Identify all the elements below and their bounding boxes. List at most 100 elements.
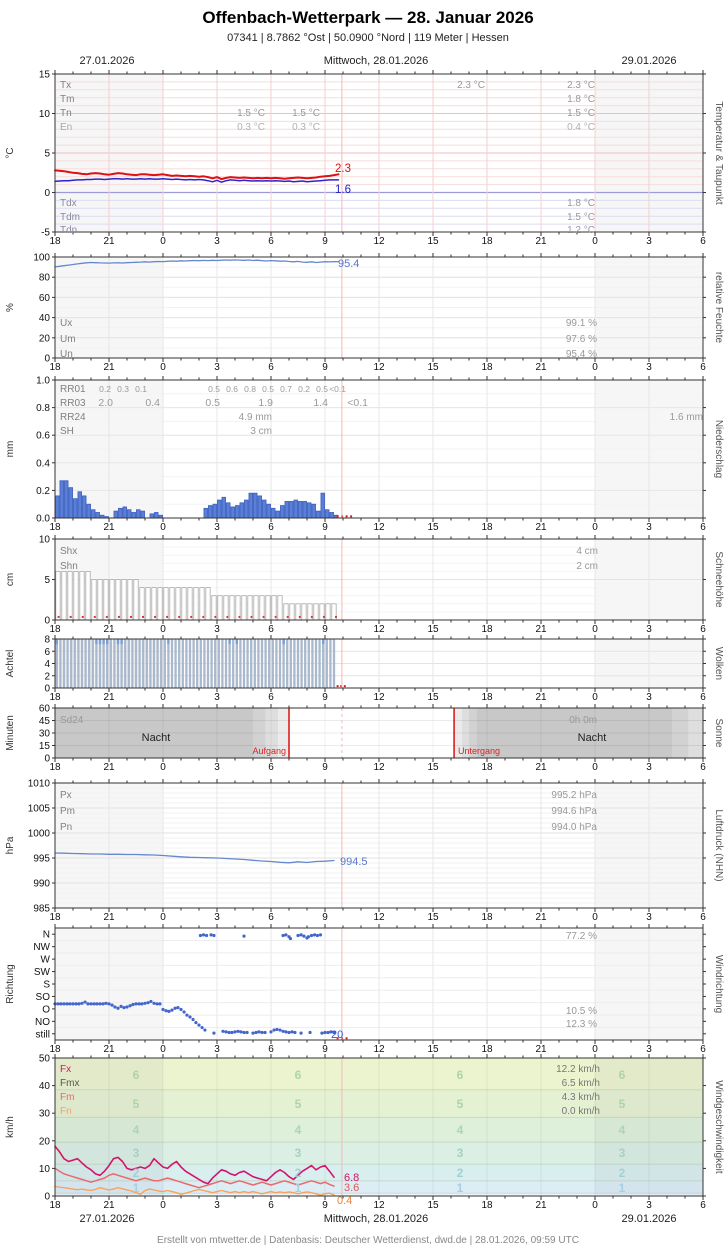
data-dot [201,933,206,937]
flag-dot [214,615,217,618]
panel-annotation: SH [60,426,74,437]
flag-dot [93,615,96,618]
y-tick-label: 60 [39,704,51,715]
bar [229,595,235,621]
series-Luftdruck [54,852,335,864]
panel-annotation: 10.5 % [566,1006,597,1017]
flag-dot [298,615,301,618]
data-dot [92,1002,96,1006]
x-tick-label: 0 [592,236,598,247]
panel-right-label: Luftdruck (NHN) [713,809,724,881]
panel-annotation: 0.4 [337,1195,352,1207]
x-tick-label: 3 [214,624,220,635]
data-dot [332,1030,336,1035]
flag-dot [202,615,205,618]
band [55,1089,703,1118]
bar [311,503,316,519]
panel-annotation: 3 [133,1146,140,1160]
panel-annotation: 0h 0m [569,715,597,726]
y-tick-label: still [36,1029,50,1040]
x-tick-label: 0 [160,1200,166,1211]
axis-unit-label: Minuten [5,715,16,751]
data-dot [110,1003,114,1007]
bar [91,509,96,519]
data-dot [164,1009,168,1013]
y-tick-label: 1.0 [36,376,50,387]
panel-snow: 18 21 0 3 6 9 12 15 18 21 0 3 6 10 5 0 cm Schneehöhe Shx Sh… [5,535,724,636]
x-tick-label: 0 [160,1044,166,1055]
bar [95,639,98,688]
panel-annotation: Tm [60,94,74,105]
panel-annotation: 6 [619,1068,626,1082]
bar [64,480,69,519]
x-tick-label: 18 [481,362,493,373]
data-dot [152,1001,156,1005]
data-dot [161,1007,165,1012]
bar [149,639,152,688]
y-tick-label: 80 [39,273,51,284]
bar [239,639,242,688]
data-dot [242,1030,246,1035]
bar [131,639,134,688]
data-dot [173,1006,177,1010]
zone [469,708,477,758]
x-tick-label: 12 [373,762,385,773]
series-relative Feuchte [54,259,340,268]
bar [67,571,73,621]
bar [174,639,177,688]
x-tick-label: 0 [592,522,598,533]
bar-cap [235,639,238,645]
bar [284,501,289,519]
panel-annotation: 994.5 [340,856,368,868]
x-tick-label: 3 [646,762,652,773]
y-tick-label: 2 [44,671,50,682]
panel-annotation: 0.3 °C [292,122,320,133]
data-dot [254,1030,258,1035]
bar [55,571,61,621]
panel-annotation: 995.2 hPa [551,790,597,801]
flag-dot [345,515,348,518]
flag-dot [322,615,325,618]
x-tick-label: 6 [700,522,706,533]
bar [244,499,249,519]
bar [325,603,331,621]
panel-right-label: Niederschlag [713,420,724,478]
data-dot [275,1027,279,1032]
bar [79,571,85,621]
bar [300,639,303,688]
panel-annotation: 0.5 [205,397,220,409]
x-tick-label: 6 [700,362,706,373]
data-dot [143,1001,147,1005]
bar [314,639,318,688]
x-tick-label: 3 [646,1200,652,1211]
bar [286,639,289,688]
y-tick-label: SW [34,967,51,978]
bar [329,639,332,688]
panel-annotation: 6 [295,1068,302,1082]
bar [210,639,213,688]
bar [235,639,238,688]
zone [55,708,253,758]
x-tick-label: 21 [103,624,115,635]
x-tick-label: 21 [535,522,547,533]
x-tick-label: 0 [592,1044,598,1055]
bar [242,639,246,688]
data-dot [131,1002,135,1007]
y-tick-label: 990 [33,879,50,890]
data-dot [318,933,323,937]
panel-annotation: 2.3 [335,163,351,175]
panel-annotation: 0.3 °C [237,122,265,133]
data-dot [77,1002,81,1006]
bar [97,579,103,621]
bar [196,639,199,688]
bar-cap [282,639,285,645]
axis-unit-label: mm [5,441,16,458]
band [55,1142,703,1165]
bar [301,603,307,621]
data-dot [326,1030,330,1035]
x-tick-label: 18 [49,362,61,373]
flag-dot [350,515,353,518]
bar [103,579,109,621]
bar [325,509,330,519]
bar [325,639,328,688]
